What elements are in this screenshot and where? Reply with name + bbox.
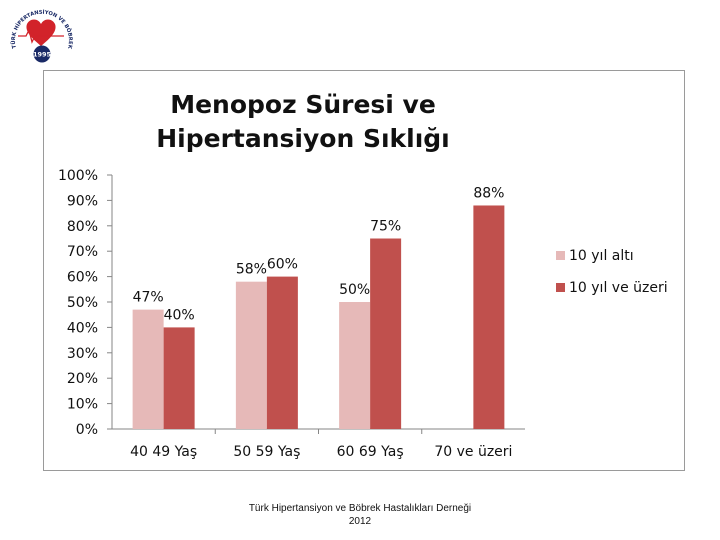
legend-label: 10 yıl ve üzeri: [569, 280, 668, 296]
bar: [266, 276, 298, 429]
x-tick-label: 70 ve üzeri: [434, 444, 512, 460]
bar: [163, 327, 195, 429]
x-tick-label: 40 49 Yaş: [130, 444, 197, 460]
footer-year: 2012: [348, 516, 372, 527]
chart-title: Menopoz Süresi ve Hipertansiyon Sıklığı: [43, 88, 563, 156]
bar: [132, 309, 164, 429]
bar: [339, 302, 371, 429]
chart-title-line-1: Menopoz Süresi ve: [170, 90, 436, 119]
logo-year: 1995: [33, 51, 52, 59]
data-label: 60%: [267, 257, 298, 273]
data-label: 75%: [370, 219, 401, 235]
legend-swatch: [556, 283, 565, 292]
bar: [473, 205, 505, 429]
data-label: 47%: [133, 290, 164, 306]
y-tick-label: 60%: [67, 270, 98, 286]
y-tick-label: 40%: [67, 320, 98, 336]
legend-swatch: [556, 251, 565, 260]
chart-title-line-2: Hipertansiyon Sıklığı: [156, 124, 450, 153]
y-tick-label: 50%: [67, 295, 98, 311]
footer: Türk Hipertansiyon ve Böbrek Hastalıklar…: [160, 502, 560, 528]
y-tick-label: 0%: [76, 422, 98, 438]
y-tick-label: 70%: [67, 244, 98, 260]
data-label: 50%: [339, 282, 370, 298]
y-tick-label: 10%: [67, 397, 98, 413]
footer-organization: Türk Hipertansiyon ve Böbrek Hastalıklar…: [248, 503, 472, 514]
data-label: 88%: [473, 185, 504, 201]
y-tick-label: 20%: [67, 371, 98, 387]
data-label: 40%: [164, 307, 195, 323]
y-tick-label: 90%: [67, 193, 98, 209]
y-tick-label: 100%: [58, 168, 98, 184]
y-tick-label: 30%: [67, 346, 98, 362]
y-tick-label: 80%: [67, 219, 98, 235]
bar: [370, 238, 402, 429]
legend-label: 10 yıl altı: [569, 248, 634, 264]
x-tick-label: 50 59 Yaş: [233, 444, 300, 460]
association-logo: TÜRK HİPERTANSİYON VE BÖBREK HASTALIKLAR…: [0, 0, 82, 82]
bar: [235, 281, 267, 429]
data-label: 58%: [236, 262, 267, 278]
x-tick-label: 60 69 Yaş: [337, 444, 404, 460]
